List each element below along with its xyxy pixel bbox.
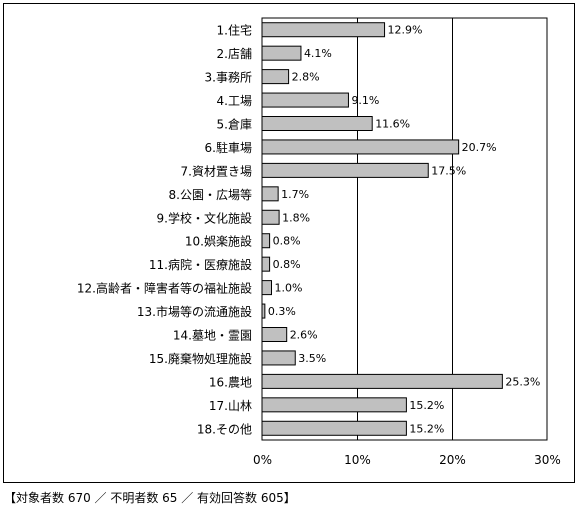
category-label: 7.資材置き場 — [181, 164, 252, 178]
category-label: 8.公園・広場等 — [169, 188, 252, 202]
value-label: 20.7% — [462, 141, 497, 154]
bar — [261, 350, 296, 366]
category-label: 11.病院・医療施設 — [149, 257, 252, 272]
value-label: 2.8% — [292, 71, 320, 84]
bar-chart: 0% 10% 20% 30% 1.住宅 12.9% 2.店舗 4.1% 3.事務所 2.8% 4.工… — [77, 17, 561, 467]
category-label: 17.山林 — [209, 399, 252, 413]
category-label: 6.駐車場 — [205, 140, 252, 155]
category-label: 13.市場等の流通施設 — [137, 304, 252, 319]
value-label: 0.3% — [268, 305, 296, 318]
category-label: 1.住宅 — [217, 23, 252, 38]
bar — [261, 116, 373, 131]
bar — [261, 327, 288, 342]
bar — [261, 22, 386, 38]
value-label: 1.7% — [281, 188, 309, 201]
x-tick-label: 0% — [253, 453, 272, 467]
value-label: 11.6% — [375, 118, 410, 131]
category-label: 16.農地 — [209, 375, 252, 389]
plot-area — [261, 17, 548, 441]
value-label: 12.9% — [388, 24, 423, 37]
category-label: 12.高齢者・障害者等の福祉施設 — [77, 281, 252, 296]
bar — [261, 45, 302, 61]
bar — [261, 92, 349, 108]
value-label: 0.8% — [273, 235, 301, 248]
value-label: 9.1% — [351, 94, 379, 107]
category-label: 14.墓地・霊園 — [173, 329, 252, 343]
category-label: 4.工場 — [217, 94, 252, 108]
value-label: 0.8% — [273, 258, 301, 271]
x-tick-label: 10% — [344, 453, 371, 467]
bar — [261, 233, 271, 249]
category-label: 9.学校・文化施設 — [157, 210, 252, 225]
bar — [261, 373, 503, 389]
category-label: 15.廃棄物処理施設 — [149, 351, 252, 366]
footnote: 【対象者数 670 ／ 不明者数 65 ／ 有効回答数 605】 — [4, 491, 296, 505]
category-label: 3.事務所 — [205, 71, 252, 85]
bar — [261, 397, 407, 413]
value-label: 1.0% — [275, 282, 303, 295]
bar — [261, 256, 271, 272]
bar — [261, 420, 407, 436]
x-tick-label: 20% — [439, 453, 466, 467]
category-label: 5.倉庫 — [217, 117, 252, 132]
bar — [261, 280, 272, 296]
value-label: 4.1% — [304, 47, 332, 60]
value-label: 15.2% — [409, 422, 444, 435]
bar — [261, 209, 280, 225]
bar — [261, 69, 290, 85]
value-label: 25.3% — [505, 375, 540, 388]
bar — [261, 139, 460, 155]
chart-frame: 0% 10% 20% 30% 1.住宅 12.9% 2.店舗 4.1% 3.事務所 2.8% 4.工… — [3, 3, 575, 483]
bar — [261, 162, 429, 178]
value-label: 2.6% — [290, 329, 318, 342]
value-label: 3.5% — [298, 352, 326, 365]
value-label: 15.2% — [409, 399, 444, 412]
category-label: 18.その他 — [197, 422, 252, 436]
bar — [261, 303, 266, 319]
value-label: 1.8% — [282, 211, 310, 224]
category-label: 2.店舗 — [217, 47, 252, 61]
x-tick-label: 30% — [534, 453, 561, 467]
bar — [261, 186, 279, 202]
category-label: 10.娯楽施設 — [185, 234, 252, 249]
value-label: 17.5% — [431, 164, 466, 177]
